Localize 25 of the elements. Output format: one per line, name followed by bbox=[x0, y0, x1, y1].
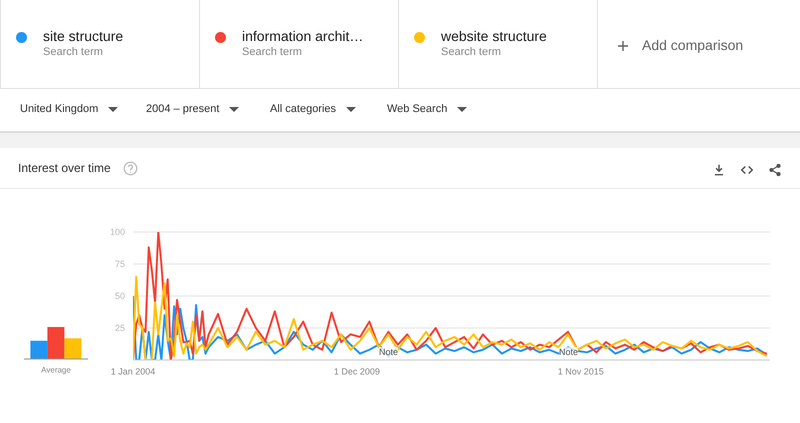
annotation: Note bbox=[379, 347, 398, 357]
text: 2004 – present bbox=[146, 103, 220, 115]
chart-title: Interest over time bbox=[18, 161, 112, 176]
legend-label: site structure bbox=[43, 28, 124, 44]
text: Search term bbox=[43, 46, 103, 58]
x-tick-label: 1 Dec 2009 bbox=[334, 366, 380, 376]
annotation: Note bbox=[559, 347, 578, 357]
y-tick-label: 75 bbox=[114, 259, 125, 270]
line-series bbox=[133, 276, 768, 360]
legend-label: website structure bbox=[441, 28, 547, 44]
text: All categories bbox=[270, 103, 338, 115]
line-series bbox=[133, 295, 768, 360]
y-tick-label: 25 bbox=[114, 323, 125, 334]
text: Web Search bbox=[387, 103, 448, 115]
line-series bbox=[133, 232, 768, 360]
x-tick-label: 1 Nov 2015 bbox=[558, 366, 604, 376]
y-tick-label: 100 bbox=[110, 227, 125, 238]
legend-label: information archit… bbox=[242, 28, 364, 44]
text: Search term bbox=[242, 46, 302, 58]
x-tick-label: 1 Jan 2004 bbox=[110, 366, 156, 376]
text: United Kingdom bbox=[20, 103, 100, 115]
text: Search term bbox=[441, 46, 501, 58]
x-tick-label: Average bbox=[41, 366, 72, 375]
y-tick-label: 50 bbox=[114, 291, 125, 302]
text: Add comparison bbox=[641, 37, 744, 53]
